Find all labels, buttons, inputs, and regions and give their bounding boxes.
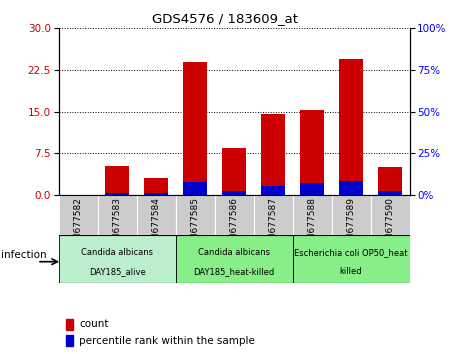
Text: infection: infection bbox=[1, 250, 47, 259]
Bar bbox=[339, 59, 363, 195]
Text: GSM677586: GSM677586 bbox=[230, 197, 238, 252]
Bar bbox=[378, 167, 402, 195]
Bar bbox=[183, 62, 207, 195]
Text: DAY185_alive: DAY185_alive bbox=[89, 267, 145, 276]
Text: GSM677589: GSM677589 bbox=[346, 197, 356, 252]
Bar bbox=[378, 192, 402, 195]
Bar bbox=[300, 183, 324, 195]
Bar bbox=[144, 193, 168, 195]
Text: GDS4576 / 183609_at: GDS4576 / 183609_at bbox=[152, 12, 298, 25]
Bar bbox=[222, 148, 246, 195]
Bar bbox=[215, 195, 253, 235]
Bar bbox=[58, 235, 176, 283]
Text: GSM677584: GSM677584 bbox=[152, 197, 161, 252]
Bar bbox=[183, 182, 207, 195]
Bar bbox=[98, 195, 136, 235]
Bar bbox=[105, 193, 129, 195]
Bar bbox=[292, 235, 410, 283]
Bar bbox=[253, 195, 292, 235]
Bar bbox=[339, 181, 363, 195]
Text: GSM677587: GSM677587 bbox=[269, 197, 278, 252]
Bar bbox=[144, 178, 168, 195]
Text: GSM677588: GSM677588 bbox=[307, 197, 316, 252]
Bar bbox=[176, 195, 215, 235]
Bar bbox=[66, 335, 73, 346]
Bar bbox=[370, 195, 410, 235]
Text: DAY185_heat-killed: DAY185_heat-killed bbox=[194, 267, 274, 276]
Bar bbox=[66, 319, 73, 330]
Text: Candida albicans: Candida albicans bbox=[198, 248, 270, 257]
Bar bbox=[105, 166, 129, 195]
Text: GSM677583: GSM677583 bbox=[112, 197, 122, 252]
Text: count: count bbox=[79, 319, 109, 329]
Bar bbox=[332, 195, 370, 235]
Bar bbox=[261, 186, 285, 195]
Bar bbox=[58, 195, 98, 235]
Bar bbox=[292, 195, 332, 235]
Bar bbox=[222, 191, 246, 195]
Text: GSM677582: GSM677582 bbox=[73, 197, 82, 252]
Text: killed: killed bbox=[340, 267, 362, 276]
Bar bbox=[300, 110, 324, 195]
Text: GSM677585: GSM677585 bbox=[190, 197, 199, 252]
Bar bbox=[136, 195, 176, 235]
Bar bbox=[261, 114, 285, 195]
Bar bbox=[176, 235, 292, 283]
Text: Escherichia coli OP50_heat: Escherichia coli OP50_heat bbox=[294, 248, 408, 257]
Text: percentile rank within the sample: percentile rank within the sample bbox=[79, 336, 255, 346]
Text: Candida albicans: Candida albicans bbox=[81, 248, 153, 257]
Text: GSM677590: GSM677590 bbox=[386, 197, 395, 252]
